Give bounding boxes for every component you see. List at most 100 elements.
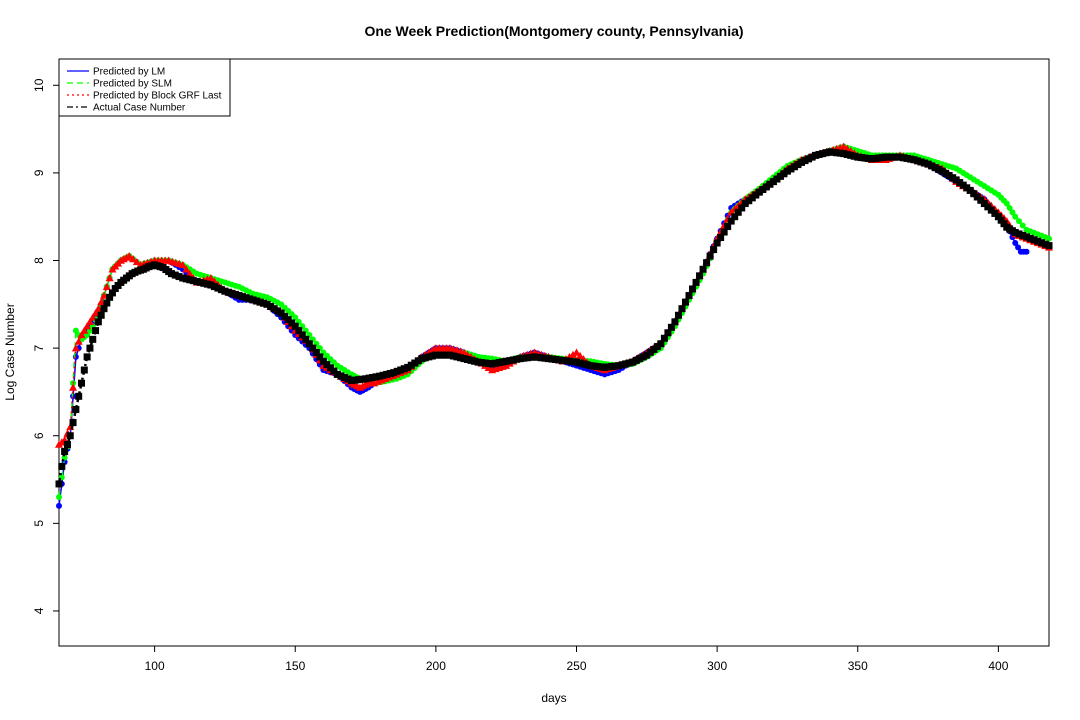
data-point [108,289,116,297]
data-point [362,375,370,383]
y-tick-label: 10 [32,78,46,92]
data-point [615,362,623,370]
y-tick-label: 7 [32,344,46,351]
data-point [1012,213,1019,220]
data-point [77,330,86,339]
data-point [418,355,426,363]
data-point [692,278,700,286]
data-point [351,376,359,384]
data-point [460,355,468,363]
data-point [576,351,585,359]
data-point [671,318,679,326]
series-line [58,145,1050,446]
data-point [337,372,345,380]
data-point [291,322,299,330]
data-point [530,353,538,361]
data-point [601,363,609,371]
data-point [464,356,472,364]
data-point [326,364,334,372]
data-point [449,352,457,360]
plot-area [58,58,1050,647]
series-0 [56,143,1030,509]
data-point [622,360,630,368]
data-point [917,158,925,166]
data-point [168,270,175,278]
data-point [720,228,728,236]
data-point [94,304,103,312]
data-point [875,154,883,162]
chart-title: One Week Prediction(Montgomery county, P… [364,23,743,39]
data-point [987,206,995,214]
data-point [210,283,218,291]
data-point [179,274,187,282]
data-point [217,286,225,294]
data-point [724,223,732,231]
data-point [89,335,97,343]
data-point [263,300,271,308]
data-point [745,197,753,205]
data-point [506,357,514,365]
data-point [200,279,208,287]
data-point [1009,209,1016,216]
data-point [1019,231,1027,239]
y-tick-label: 4 [32,607,46,614]
data-point [231,290,239,298]
data-point [97,311,105,319]
data-point [892,153,900,161]
data-point [980,200,988,208]
data-point [193,278,201,286]
legend-label: Predicted by SLM [93,79,172,90]
data-point [910,156,918,164]
data-point [502,361,511,369]
data-point [594,363,602,371]
data-point [175,273,183,281]
data-point [780,170,788,178]
data-point [608,363,616,371]
data-point [840,150,848,158]
data-point [664,329,672,337]
data-point [889,153,897,161]
data-point [330,367,338,375]
data-point [55,480,63,488]
data-point [731,213,739,221]
data-point [319,357,327,365]
data-point [513,355,521,363]
data-point [847,151,855,159]
data-point [812,151,820,159]
data-point [632,356,640,364]
data-point [544,355,552,363]
series-1 [56,143,1052,501]
data-point [78,379,85,387]
data-point [854,153,862,161]
data-point [485,359,493,367]
data-point [75,392,83,400]
data-point [376,372,384,380]
data-point [206,274,215,282]
data-point [499,358,507,366]
data-point [256,298,264,306]
legend-label: Actual Case Number [93,103,186,114]
series-line [58,145,1050,498]
data-point [100,305,108,313]
data-point [587,362,595,370]
data-point [959,181,967,189]
data-point [495,359,503,367]
data-point [952,176,960,184]
data-point [69,419,77,427]
data-point [534,353,542,361]
data-point [997,216,1005,224]
data-point [267,303,275,311]
data-point [741,200,749,208]
data-point [727,217,735,225]
data-point [1019,222,1026,229]
data-point [185,269,194,277]
data-point [568,350,577,358]
data-point [899,154,907,162]
data-point [643,351,651,359]
data-point [945,172,953,180]
data-point [129,255,138,263]
data-point [984,203,992,211]
data-point [636,355,644,363]
data-point [404,363,412,371]
data-point [83,322,92,330]
